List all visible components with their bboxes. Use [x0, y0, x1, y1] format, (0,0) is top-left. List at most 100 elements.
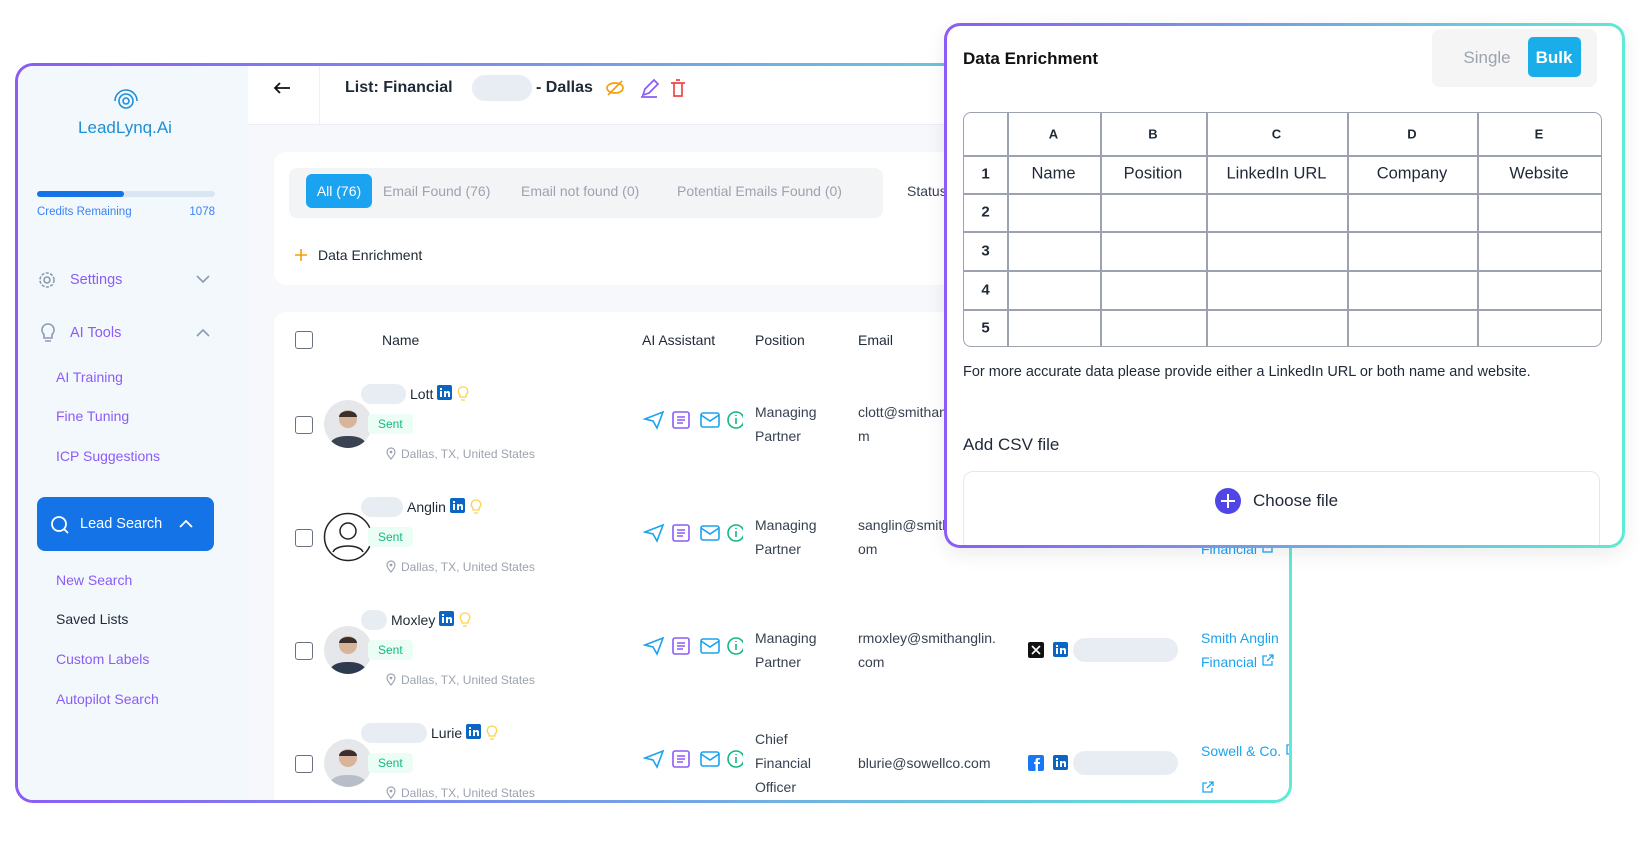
- social-icon[interactable]: [1028, 755, 1044, 776]
- linkedin-icon[interactable]: [439, 611, 455, 631]
- linkedin-icon[interactable]: [437, 385, 453, 405]
- redacted: [472, 75, 532, 101]
- location: Dallas, TX, United States: [401, 786, 535, 800]
- menu-item[interactable]: AI Training: [56, 369, 123, 385]
- position: Financial: [755, 755, 812, 771]
- email: blurie@sowellco.com: [858, 755, 991, 771]
- upload-box[interactable]: [963, 471, 1600, 545]
- avatar: [323, 625, 373, 680]
- pin-icon: [386, 560, 396, 578]
- linkedin-icon[interactable]: [1053, 755, 1068, 775]
- social-icon[interactable]: [1028, 642, 1044, 663]
- checkbox[interactable]: [295, 755, 313, 773]
- grid-cell: 1: [981, 165, 990, 183]
- choose-file[interactable]: Choose file: [1253, 491, 1339, 510]
- column-header: Email: [858, 332, 894, 348]
- grid-cell: 3: [981, 242, 990, 259]
- hint-icon: [470, 499, 482, 519]
- menu-item[interactable]: Fine Tuning: [56, 408, 130, 424]
- menu-item[interactable]: Saved Lists: [56, 611, 129, 627]
- tab-active[interactable]: [306, 174, 372, 208]
- last-name[interactable]: Anglin: [407, 499, 446, 515]
- checkbox[interactable]: [295, 529, 313, 547]
- checkbox[interactable]: [295, 331, 313, 349]
- location: Dallas, TX, United States: [401, 673, 535, 687]
- position: Officer: [755, 779, 796, 795]
- checkbox[interactable]: [295, 416, 313, 434]
- last-name[interactable]: Lott: [410, 386, 434, 402]
- grid-cell: Name: [1031, 164, 1076, 183]
- divider: [319, 66, 320, 124]
- menu-item[interactable]: ICP Suggestions: [56, 448, 161, 464]
- linkedin-icon[interactable]: [1053, 642, 1068, 662]
- grid-cell: 5: [981, 319, 990, 336]
- menu-label[interactable]: Settings: [70, 272, 123, 288]
- upload-plus[interactable]: [1214, 487, 1242, 515]
- grid-line: [964, 309, 1601, 311]
- location: Dallas, TX, United States: [401, 447, 535, 461]
- logo-icon: [114, 89, 138, 109]
- grid-line: [1007, 113, 1009, 346]
- status-badge: Sent: [368, 414, 413, 434]
- menu-item[interactable]: Custom Labels: [56, 651, 150, 667]
- list-title: - Dallas: [536, 79, 593, 96]
- pin-icon: [386, 447, 396, 465]
- ai-assistant[interactable]: [642, 748, 745, 775]
- grid-cell: D: [1407, 126, 1417, 142]
- company[interactable]: Financial: [1201, 654, 1274, 670]
- grid-line: [1206, 113, 1208, 346]
- status-badge: Sent: [368, 527, 413, 547]
- hint-icon: [459, 612, 471, 632]
- chevron: [196, 328, 210, 337]
- ai-assistant[interactable]: [642, 635, 745, 662]
- last-name[interactable]: Moxley: [391, 612, 436, 628]
- sidebar: [18, 66, 248, 800]
- grid-cell: B: [1148, 126, 1158, 142]
- bulb-icon: [41, 323, 55, 342]
- grid-cell: LinkedIn URL: [1226, 164, 1327, 183]
- linkedin-icon[interactable]: [466, 724, 482, 744]
- location: Dallas, TX, United States: [401, 560, 535, 574]
- menu-label[interactable]: Lead Search: [80, 516, 163, 532]
- column-header: Position: [755, 332, 805, 348]
- email: om: [858, 541, 878, 557]
- position: Partner: [755, 428, 801, 444]
- tab[interactable]: Email Found (76): [383, 183, 491, 199]
- avatar: [323, 399, 373, 454]
- status-filter[interactable]: Status: [907, 183, 947, 199]
- tab[interactable]: Email not found (0): [521, 183, 640, 199]
- enrichment-panel: Data Enrichment Single Bulk A B C D E Name Pos…: [944, 23, 1625, 548]
- ai-assistant[interactable]: [642, 522, 745, 549]
- redacted: [361, 497, 403, 517]
- pin-icon: [386, 786, 396, 800]
- company[interactable]: Sowell & Co.: [1201, 743, 1289, 759]
- credits-bar: [37, 191, 215, 197]
- mode-bulk[interactable]: [1528, 37, 1581, 77]
- menu-item[interactable]: New Search: [56, 572, 133, 588]
- grid-line: [964, 270, 1601, 272]
- company[interactable]: Smith Anglin: [1201, 630, 1279, 646]
- link-icon[interactable]: [1201, 781, 1214, 799]
- status-badge: Sent: [368, 640, 413, 660]
- mode-single[interactable]: Single: [1463, 48, 1511, 67]
- tab-bar: [289, 168, 883, 218]
- grid-line: [1347, 113, 1349, 346]
- back-arrow[interactable]: [273, 81, 291, 95]
- settings-icon: [39, 272, 55, 288]
- ai-assistant[interactable]: [642, 409, 745, 436]
- grid-line: [964, 193, 1601, 195]
- grid-line: [1100, 113, 1102, 346]
- mode-bulk-label[interactable]: Bulk: [1535, 48, 1573, 67]
- data-enrichment-action[interactable]: Data Enrichment: [318, 247, 423, 263]
- tab[interactable]: All (76): [316, 183, 362, 199]
- title-actions[interactable]: [605, 78, 705, 98]
- grid-cell: Website: [1509, 164, 1569, 183]
- menu-label[interactable]: AI Tools: [70, 325, 122, 341]
- linkedin-icon[interactable]: [449, 498, 465, 518]
- plus-icon: [295, 249, 307, 261]
- checkbox[interactable]: [295, 642, 313, 660]
- tab[interactable]: Potential Emails Found (0): [677, 183, 842, 199]
- menu-item[interactable]: Autopilot Search: [56, 691, 159, 707]
- last-name[interactable]: Lurie: [431, 725, 463, 741]
